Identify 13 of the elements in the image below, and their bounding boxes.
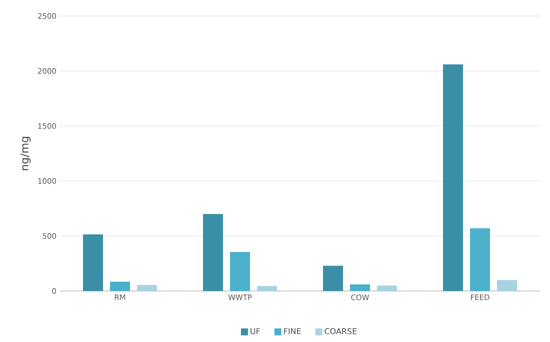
bar [230, 252, 250, 291]
bar [443, 64, 464, 291]
bar [203, 214, 223, 291]
bar [110, 282, 130, 291]
bar [83, 234, 103, 291]
bar [470, 228, 490, 291]
bar [350, 284, 370, 291]
bar [257, 286, 278, 291]
y-axis-title: ng/mg [20, 136, 31, 170]
bar [323, 266, 344, 291]
bar [377, 286, 398, 291]
bar [497, 280, 518, 291]
bar [137, 284, 157, 291]
